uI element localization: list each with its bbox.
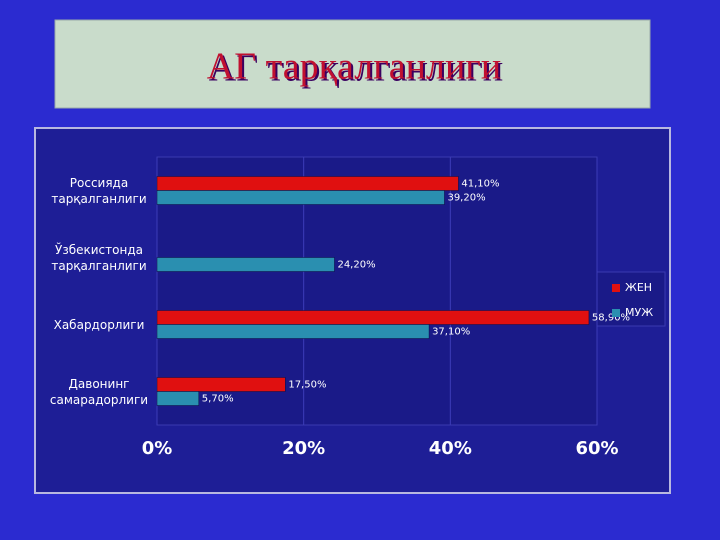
x-tick-label: 40%: [429, 438, 472, 459]
title: АГ тарқалганлиги: [207, 46, 501, 88]
title-box: [54, 19, 651, 109]
bar: [156, 176, 459, 191]
value-label: 41,10%: [461, 179, 499, 190]
y-tick-label: Россияда тарқалганлиги: [51, 175, 147, 206]
value-label: 5,70%: [202, 394, 234, 405]
value-label: 58,90%: [592, 313, 630, 324]
value-label: 24,20%: [337, 260, 375, 271]
x-tick-label: 0%: [142, 438, 173, 459]
value-label: 39,20%: [447, 193, 485, 204]
legend-box: [596, 271, 666, 327]
bar: [156, 310, 590, 325]
bar: [156, 324, 430, 339]
value-label: 17,50%: [288, 380, 326, 391]
y-tick-label: Ўзбекистонда тарқалганлиги: [51, 242, 147, 273]
legend-swatch: [612, 284, 620, 292]
bar: [156, 391, 200, 406]
legend-label: МУЖ: [625, 306, 653, 319]
legend-label: ЖЕН: [625, 281, 652, 294]
value-label: 37,10%: [432, 327, 470, 338]
bar: [156, 190, 445, 205]
legend-swatch: [612, 309, 620, 317]
bar: [156, 257, 335, 272]
x-tick-label: 60%: [575, 438, 618, 459]
title-shadow: АГ тарқалганлиги: [209, 48, 503, 90]
y-tick-label: Давонинг самарадорлиги: [49, 376, 149, 407]
y-tick-label: Хабардорлиги: [53, 317, 145, 332]
x-tick-label: 20%: [282, 438, 325, 459]
bar: [156, 377, 286, 392]
